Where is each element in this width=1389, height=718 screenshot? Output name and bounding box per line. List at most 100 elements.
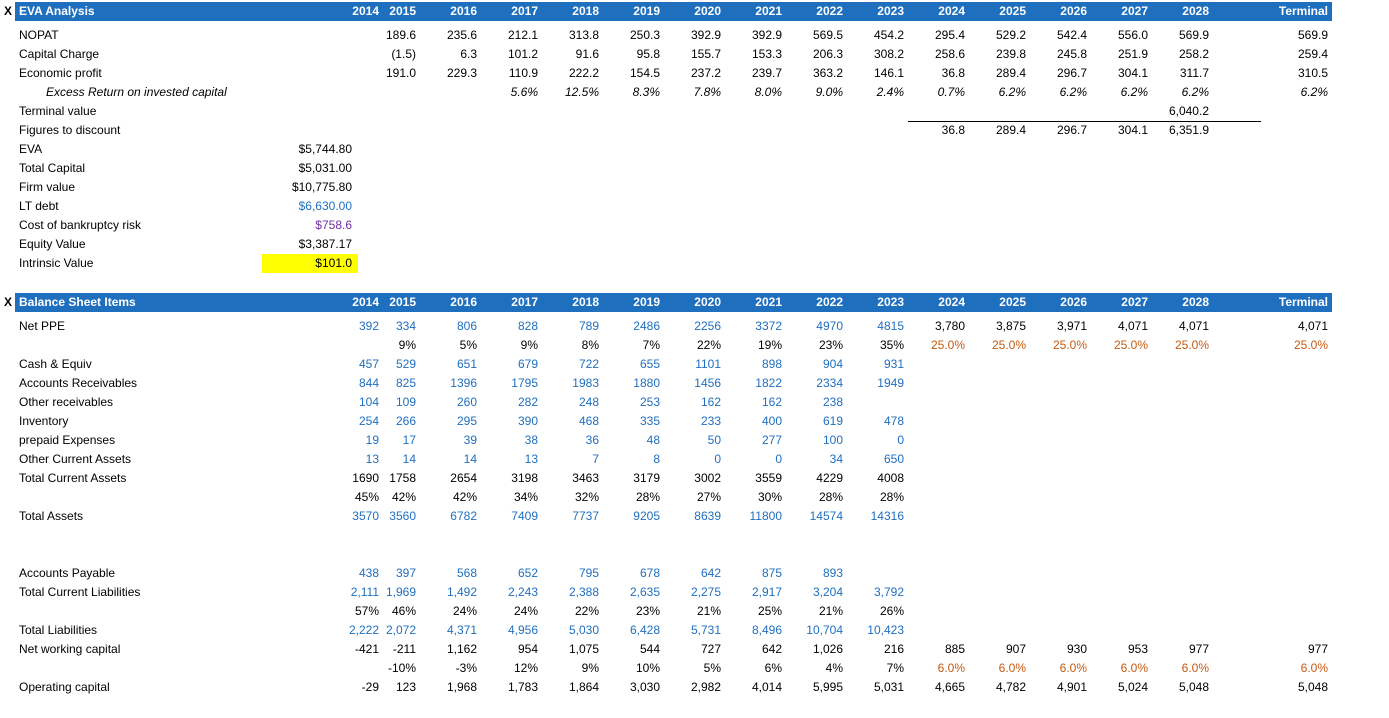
cell-2016: 5% xyxy=(459,338,477,352)
cell-2026: 296.7 xyxy=(1056,66,1087,80)
bs-row: Total Assets 3570 3560 6782 7409 7737 9205 8639… xyxy=(0,507,1389,526)
year-header-2022: 2022 xyxy=(816,4,843,18)
cell-2014: 392 xyxy=(358,319,379,333)
year-header-2027: 2027 xyxy=(1121,4,1148,18)
cell-2018: 1,864 xyxy=(568,680,599,694)
bs-row: Accounts Payable 438 397 568 652 795 678 642 875… xyxy=(0,564,1389,583)
cell-2018: 789 xyxy=(578,319,599,333)
year-header-2025: 2025 xyxy=(999,295,1026,309)
cell-2016: -3% xyxy=(455,661,477,675)
row-label: Accounts Receivables xyxy=(19,376,138,390)
bs-row: Cash & Equiv 457 529 651 679 722 655 1101 898 904… xyxy=(0,355,1389,374)
figures-underline xyxy=(908,121,1261,122)
row-label: NOPAT xyxy=(19,28,59,42)
cell-2028: 569.9 xyxy=(1178,28,1209,42)
cell-2017: 652 xyxy=(517,566,538,580)
cell-2020: 22% xyxy=(696,338,721,352)
cell-2024: 0.7% xyxy=(937,85,965,99)
cell-2022: 3,204 xyxy=(812,585,843,599)
eva-header-bar xyxy=(15,2,1332,21)
cell-2027: 6.0% xyxy=(1120,661,1148,675)
cell-2021: 4,014 xyxy=(751,680,782,694)
cell-terminal: 977 xyxy=(1307,642,1328,656)
cell-2025: 3,875 xyxy=(995,319,1026,333)
cell-2016: 2654 xyxy=(450,471,477,485)
cell-2017: 4,956 xyxy=(507,623,538,637)
cell-2026: 245.8 xyxy=(1056,47,1087,61)
eva-row: Intrinsic Value $101.0 xyxy=(0,254,1389,273)
cell-2026: 6.2% xyxy=(1059,85,1087,99)
cell-2017: 38 xyxy=(524,433,538,447)
cell-2018: 795 xyxy=(578,566,599,580)
cell-2021: 875 xyxy=(761,566,782,580)
summary-value: $3,387.17 xyxy=(298,237,352,251)
cell-2016: 39 xyxy=(463,433,477,447)
cell-2020: 2,275 xyxy=(690,585,721,599)
bs-row: Net working capital -421 -211 1,162 954 1,075… xyxy=(0,640,1389,659)
cell-2014: 457 xyxy=(358,357,379,371)
cell-2014: -421 xyxy=(354,642,379,656)
cell-2014: 2,111 xyxy=(350,585,379,599)
cell-2022: 4229 xyxy=(816,471,843,485)
cell-2028: 4,071 xyxy=(1178,319,1209,333)
cell-2022: 893 xyxy=(822,566,843,580)
cell-2014: 57% xyxy=(354,604,379,618)
cell-2019: 544 xyxy=(639,642,660,656)
cell-2025: 289.4 xyxy=(995,123,1026,137)
year-header-2020: 2020 xyxy=(694,4,721,18)
cell-2025: 25.0% xyxy=(991,338,1026,352)
year-header-2024: 2024 xyxy=(938,4,965,18)
bs-row xyxy=(0,526,1389,545)
cell-2015: 17 xyxy=(402,433,416,447)
cell-2019: 6,428 xyxy=(629,623,660,637)
cell-2020: 2,982 xyxy=(690,680,721,694)
cell-2015: 14 xyxy=(402,452,416,466)
collapse-x-marker[interactable]: X xyxy=(4,4,13,18)
cell-2021: 6% xyxy=(764,661,782,675)
cell-2017: 282 xyxy=(517,395,538,409)
bs-row: Other receivables 104 109 260 282 248 253 162 16… xyxy=(0,393,1389,412)
cell-2018: 9% xyxy=(581,661,599,675)
cell-2020: 727 xyxy=(700,642,721,656)
cell-2019: 1880 xyxy=(633,376,660,390)
cell-2017: 12% xyxy=(513,661,538,675)
cell-2021: 1822 xyxy=(755,376,782,390)
row-label: Net PPE xyxy=(19,319,66,333)
cell-2018: 91.6 xyxy=(575,47,599,61)
cell-2020: 162 xyxy=(700,395,721,409)
cell-2016: 651 xyxy=(456,357,477,371)
cell-2021: 8,496 xyxy=(751,623,782,637)
cell-2021: 25% xyxy=(757,604,782,618)
row-label: prepaid Expenses xyxy=(19,433,116,447)
cell-2019: 7% xyxy=(642,338,660,352)
row-label: Excess Return on invested capital xyxy=(46,85,227,99)
cell-2024: 25.0% xyxy=(930,338,965,352)
eva-header-row: X EVA Analysis 2014 2015 2016 2017 2018 2019 202… xyxy=(0,2,1389,21)
cell-2017: 1795 xyxy=(511,376,538,390)
row-label: Figures to discount xyxy=(19,123,121,137)
cell-2015: 1,969 xyxy=(385,585,416,599)
cell-2021: 392.9 xyxy=(751,28,782,42)
year-header-2019: 2019 xyxy=(633,4,660,18)
cell-2016: 235.6 xyxy=(446,28,477,42)
cell-2023: 26% xyxy=(879,604,904,618)
cell-2017: 390 xyxy=(517,414,538,428)
collapse-x-marker[interactable]: X xyxy=(4,295,13,309)
cell-2019: 250.3 xyxy=(629,28,660,42)
row-label: EVA xyxy=(19,142,43,156)
row-label: Total Capital xyxy=(19,161,86,175)
cell-2020: 5,731 xyxy=(690,623,721,637)
cell-2016: 229.3 xyxy=(446,66,477,80)
year-header-2025: 2025 xyxy=(999,4,1026,18)
cell-2020: 8639 xyxy=(694,509,721,523)
year-header-2020: 2020 xyxy=(694,295,721,309)
cell-2017: 24% xyxy=(513,604,538,618)
cell-terminal: 569.9 xyxy=(1297,28,1328,42)
cell-2025: 529.2 xyxy=(995,28,1026,42)
cell-2021: 19% xyxy=(757,338,782,352)
cell-2022: 21% xyxy=(818,604,843,618)
cell-2022: 2334 xyxy=(816,376,843,390)
cell-2028: 977 xyxy=(1188,642,1209,656)
year-header-2014: 2014 xyxy=(352,295,379,309)
cell-2024: 258.6 xyxy=(934,47,965,61)
